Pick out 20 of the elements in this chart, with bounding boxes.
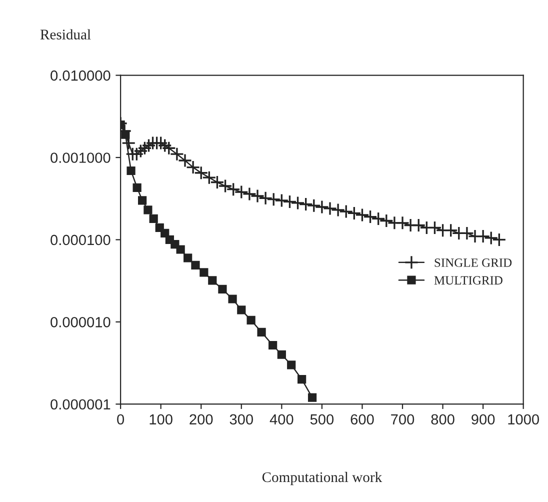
y-tick-label: 0.010000 [50,70,110,81]
x-axis-title: Computational work [262,472,382,486]
y-tick-label: 0.000100 [50,234,110,246]
y-tick-label: 0.000010 [50,317,110,328]
x-tick-label: 600 [350,414,374,425]
x-tick-label: 100 [150,414,172,425]
x-tick-label: 300 [230,414,253,425]
x-tick-label: 1000 [508,414,539,425]
y-tick-label: 0.000001 [50,399,110,410]
x-tick-label: 400 [270,414,294,425]
x-tick-label: 200 [190,414,213,425]
x-tick-label: 700 [391,414,414,425]
y-tick-label: 0.001000 [50,152,110,163]
x-tick-label: 800 [431,414,454,425]
x-tick-label: 0 [117,414,124,425]
x-tick-label: 500 [310,414,334,425]
y-axis-title: Residual [40,29,91,40]
legend-label: MULTIGRID [434,276,502,285]
x-tick-label: 900 [472,414,495,425]
legend-label: SINGLE GRID [434,258,512,267]
